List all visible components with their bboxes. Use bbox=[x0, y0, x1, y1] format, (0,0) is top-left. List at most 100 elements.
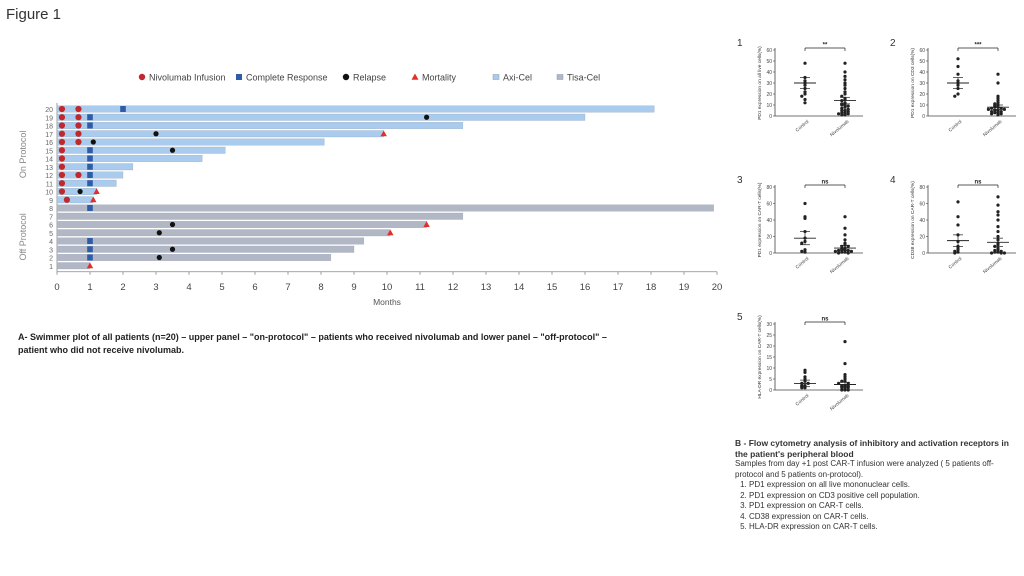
legend-marker bbox=[492, 74, 500, 80]
data-point bbox=[803, 201, 807, 206]
y-tick-label: 10 bbox=[766, 103, 772, 109]
complete-response-marker bbox=[87, 172, 93, 178]
x-tick-label: 10 bbox=[382, 282, 393, 293]
patient-label: 6 bbox=[49, 223, 53, 230]
mortality-marker bbox=[86, 262, 94, 269]
y-axis-title: PD1 expression on CD3 cells(%) bbox=[910, 48, 916, 118]
data-point bbox=[803, 90, 807, 94]
significance-label: ns bbox=[821, 317, 829, 323]
data-point bbox=[996, 96, 1000, 100]
patient-bar bbox=[56, 212, 464, 220]
legend-label: Tisa-Cel bbox=[567, 73, 600, 83]
data-point bbox=[996, 218, 1000, 222]
patient-bar bbox=[56, 163, 134, 171]
x-tick-label: 3 bbox=[153, 282, 158, 293]
patient-bar bbox=[56, 196, 94, 204]
patient-bar bbox=[56, 262, 91, 270]
patient-bar bbox=[56, 254, 332, 261]
nivolumab-marker bbox=[75, 122, 82, 129]
data-point bbox=[996, 229, 1000, 234]
complete-response-marker bbox=[87, 122, 93, 129]
data-point bbox=[843, 362, 847, 366]
complete-response-marker bbox=[87, 163, 93, 170]
y-axis-title: PD1 expression on all live cells(%) bbox=[757, 46, 763, 120]
x-tick-label: 18 bbox=[646, 282, 657, 293]
significance-label: *** bbox=[974, 43, 982, 49]
y-tick-label: 5 bbox=[769, 377, 772, 383]
x-tick-label: Control bbox=[948, 256, 964, 271]
data-point bbox=[843, 81, 847, 85]
data-point bbox=[996, 111, 1000, 115]
data-point bbox=[996, 101, 1000, 105]
patient-label: 11 bbox=[46, 181, 53, 188]
data-point bbox=[843, 238, 847, 242]
relapse-marker bbox=[424, 114, 430, 120]
x-tick-label: 19 bbox=[679, 282, 690, 293]
legend-marker bbox=[411, 73, 419, 80]
patient-bar bbox=[56, 138, 325, 146]
data-point bbox=[956, 250, 960, 254]
data-point bbox=[956, 64, 960, 69]
caption-b-item: HLA-DR expression on CAR-T cells. bbox=[749, 522, 1020, 533]
group-label-on: On Protocol bbox=[18, 131, 28, 179]
nivolumab-marker bbox=[58, 130, 66, 137]
x-tick-label: Nivolumab bbox=[829, 119, 850, 138]
complete-response-marker bbox=[87, 147, 93, 154]
y-tick-label: 30 bbox=[766, 81, 772, 87]
nivolumab-marker bbox=[58, 163, 66, 170]
group-label-off: Off Protocol bbox=[18, 213, 28, 260]
x-tick-label: 4 bbox=[186, 282, 191, 293]
swimmer-plot: Nivolumab Infusion Complete Response Relap… bbox=[18, 73, 722, 307]
patient-bar bbox=[56, 179, 117, 187]
data-point bbox=[993, 250, 997, 254]
patient-label: 3 bbox=[49, 247, 53, 254]
mortality-marker bbox=[380, 130, 387, 137]
legend-label: Nivolumab Infusion bbox=[149, 73, 226, 83]
x-tick-label: Control bbox=[795, 256, 811, 271]
patient-label: 8 bbox=[49, 206, 53, 213]
caption-b-title: B - Flow cytometry analysis of inhibitor… bbox=[735, 438, 1009, 459]
nivolumab-marker bbox=[75, 105, 82, 113]
data-point bbox=[840, 388, 844, 392]
legend-label: Mortality bbox=[422, 73, 457, 83]
data-point bbox=[837, 248, 841, 253]
y-tick-label: 10 bbox=[919, 103, 925, 109]
panel-number: 1 bbox=[737, 38, 743, 49]
x-tick-label: 12 bbox=[448, 282, 459, 293]
y-tick-label: 40 bbox=[766, 218, 772, 224]
x-tick-label: Nivolumab bbox=[982, 119, 1003, 138]
data-point bbox=[996, 99, 1000, 103]
data-point bbox=[1002, 251, 1006, 255]
complete-response-marker bbox=[87, 205, 93, 211]
y-tick-label: 50 bbox=[919, 59, 925, 65]
data-point bbox=[833, 249, 837, 253]
relapse-marker bbox=[169, 147, 176, 153]
legend-item: Relapse bbox=[342, 73, 386, 83]
caption-b-item: PD1 expression on CAR-T cells. bbox=[749, 501, 1020, 512]
complete-response-marker bbox=[87, 254, 93, 261]
x-tick-label: 9 bbox=[351, 282, 356, 293]
patient-bar bbox=[56, 237, 365, 245]
data-point bbox=[803, 375, 807, 379]
data-point bbox=[843, 226, 847, 230]
y-tick-label: 60 bbox=[766, 48, 772, 54]
data-point bbox=[953, 251, 957, 255]
caption-b-intro: Samples from day +1 post CAR-T infusion … bbox=[735, 459, 994, 479]
legend-item: Mortality bbox=[411, 73, 457, 83]
data-point bbox=[956, 92, 960, 96]
data-point bbox=[803, 368, 807, 372]
panel-number: 3 bbox=[737, 175, 743, 186]
patient-label: 10 bbox=[45, 190, 53, 197]
x-tick-label: Control bbox=[795, 119, 811, 134]
data-point bbox=[843, 111, 847, 115]
relapse-marker bbox=[156, 254, 162, 261]
data-point bbox=[840, 250, 844, 254]
data-point bbox=[846, 107, 850, 111]
y-tick-label: 10 bbox=[766, 366, 772, 372]
data-point bbox=[956, 57, 960, 61]
x-tick-label: 16 bbox=[580, 282, 591, 293]
x-tick-label: 13 bbox=[481, 282, 492, 293]
data-point bbox=[999, 251, 1003, 255]
nivolumab-marker bbox=[58, 180, 66, 187]
data-point bbox=[849, 249, 853, 253]
